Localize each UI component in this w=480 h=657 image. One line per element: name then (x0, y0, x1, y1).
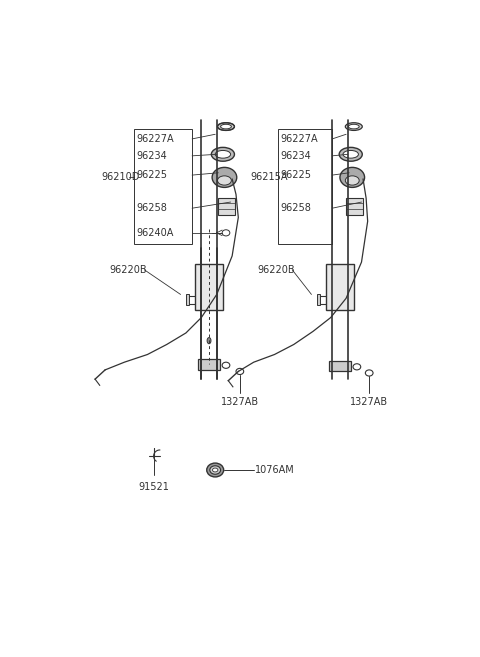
Ellipse shape (212, 168, 237, 187)
Text: 1076AM: 1076AM (255, 465, 295, 475)
Ellipse shape (207, 463, 224, 477)
Ellipse shape (343, 150, 359, 158)
Ellipse shape (339, 147, 362, 161)
Text: 96225: 96225 (136, 170, 167, 180)
Ellipse shape (211, 147, 234, 161)
Bar (326, 263, 354, 310)
Ellipse shape (217, 176, 231, 185)
Ellipse shape (213, 468, 218, 472)
Ellipse shape (215, 150, 230, 158)
Text: 91521: 91521 (138, 482, 169, 492)
Bar (195, 263, 223, 310)
Text: 96227A: 96227A (280, 134, 317, 144)
Bar (198, 359, 220, 370)
Ellipse shape (221, 124, 231, 129)
Bar (346, 198, 363, 215)
Text: 1327AB: 1327AB (221, 397, 259, 407)
Text: 96225: 96225 (280, 170, 311, 180)
Ellipse shape (222, 362, 230, 369)
Ellipse shape (210, 466, 221, 474)
Text: 1327AB: 1327AB (350, 397, 388, 407)
Ellipse shape (353, 364, 361, 370)
Ellipse shape (345, 176, 359, 185)
Text: 96210D: 96210D (101, 172, 140, 183)
Bar (186, 294, 189, 306)
Ellipse shape (207, 338, 211, 344)
Ellipse shape (236, 369, 244, 374)
Bar (278, 129, 332, 244)
Ellipse shape (340, 168, 365, 187)
Ellipse shape (217, 123, 234, 131)
Bar (218, 198, 235, 215)
Ellipse shape (348, 124, 359, 129)
Text: 96234: 96234 (136, 151, 167, 161)
Ellipse shape (365, 370, 373, 376)
Text: 96220B: 96220B (258, 265, 295, 275)
Bar (134, 129, 192, 244)
Text: 96258: 96258 (136, 203, 167, 214)
Text: 96240A: 96240A (136, 228, 173, 238)
Ellipse shape (345, 123, 362, 131)
Text: 96227A: 96227A (136, 134, 173, 144)
Text: 96234: 96234 (280, 151, 311, 161)
Text: 96258: 96258 (280, 203, 311, 214)
Bar (317, 294, 320, 306)
Text: 96220B: 96220B (109, 265, 146, 275)
Bar (329, 361, 351, 371)
Ellipse shape (222, 230, 230, 236)
Text: 96215A: 96215A (251, 172, 288, 183)
